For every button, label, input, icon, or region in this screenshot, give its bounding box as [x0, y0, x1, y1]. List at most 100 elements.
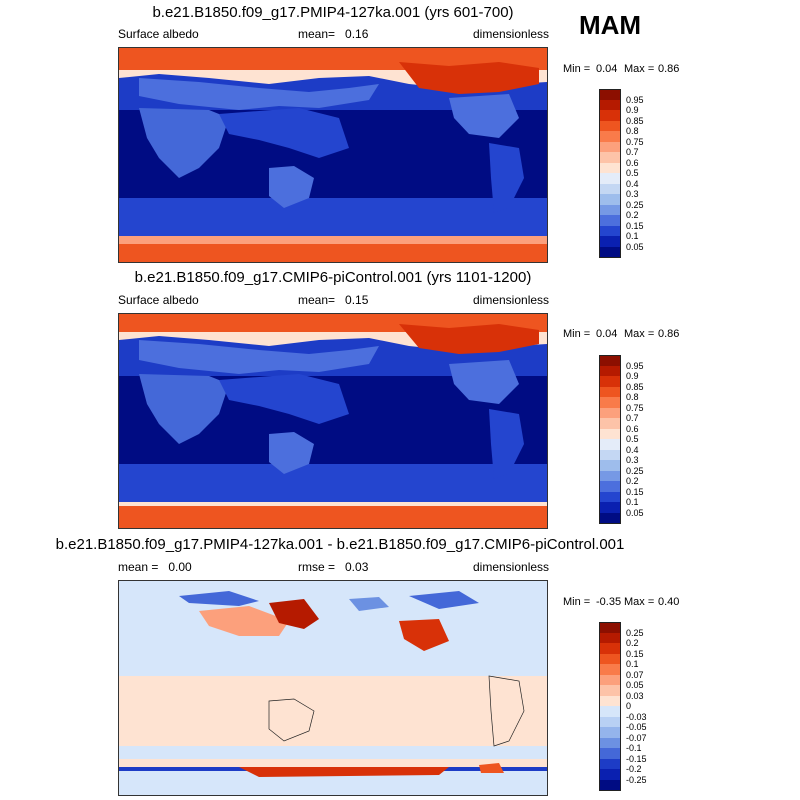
colorbar-tick-label: 0.4 — [626, 444, 639, 455]
colorbar-swatch — [599, 162, 621, 173]
map-svg — [119, 314, 547, 528]
colorbar-tick-label: 0.25 — [626, 465, 644, 476]
colorbar-tick-label: 0.03 — [626, 690, 644, 701]
colorbar-swatch — [599, 664, 621, 675]
colorbar-tick-label: 0.15 — [626, 648, 644, 659]
colorbar-tick-label: -0.2 — [626, 764, 642, 774]
variable-label: Surface albedo — [118, 27, 199, 41]
min-value: 0.04 — [596, 63, 618, 75]
colorbar-tick-label: 0.95 — [626, 94, 644, 105]
panel-title: b.e21.B1850.f09_g17.PMIP4-127ka.001 - b.… — [55, 536, 625, 553]
colorbar-tick-label: 0.85 — [626, 381, 644, 392]
colorbar-swatch — [599, 99, 621, 110]
colorbar-swatch — [599, 737, 621, 748]
colorbar-swatch — [599, 727, 621, 738]
colorbar-swatch — [599, 470, 621, 481]
colorbar-swatch — [599, 141, 621, 152]
colorbar-tick-label: 0.5 — [626, 168, 639, 178]
colorbar-swatch — [599, 748, 621, 759]
colorbar-swatch — [599, 89, 621, 101]
colorbar-tick-label: 0.25 — [626, 199, 644, 210]
colorbar-tick-label: 0.7 — [626, 147, 639, 157]
colorbar-swatch — [599, 215, 621, 226]
colorbar-tick-label: 0.15 — [626, 220, 644, 231]
colorbar-swatch — [599, 246, 621, 258]
colorbar-swatch — [599, 758, 621, 769]
season-label: MAM — [579, 10, 642, 40]
rmse-label: rmse = 0.03 — [298, 560, 369, 574]
colorbar-tick-label: 0.2 — [626, 476, 639, 486]
colorbar-tick-label: 0.05 — [626, 241, 644, 252]
colorbar-swatch — [599, 779, 621, 791]
colorbar-swatch — [599, 418, 621, 429]
colorbar-tick-label: -0.15 — [626, 753, 647, 764]
min-label: Min = — [563, 63, 591, 75]
colorbar-swatch — [599, 460, 621, 471]
colorbar-swatch — [599, 407, 621, 418]
colorbar-tick-label: 0.75 — [626, 136, 644, 147]
colorbar-tick-label: 0.05 — [626, 507, 644, 518]
colorbar-swatch — [599, 622, 621, 634]
colorbar-swatch — [599, 225, 621, 236]
colorbar-tick-label: 0.05 — [626, 680, 644, 690]
colorbar-tick-label: -0.07 — [626, 732, 647, 743]
colorbar-tick-label: 0.1 — [626, 497, 639, 507]
colorbar-tick-label: 0.6 — [626, 157, 639, 168]
colorbar-swatch — [599, 502, 621, 513]
colorbar-swatch — [599, 152, 621, 163]
colorbar-tick-label: 0.85 — [626, 115, 644, 126]
units-label: dimensionless — [473, 27, 550, 41]
albedo-map — [118, 313, 548, 529]
colorbar: 0.95 0.9 0.85 0.8 0.75 0.7 0.6 0.5 0.4 0.3 0.25 0.2… — [599, 355, 669, 524]
colorbar-tick-label: 0.15 — [626, 486, 644, 497]
min-value: -0.35 — [596, 596, 622, 608]
map-svg — [119, 581, 547, 795]
colorbar-swatch — [599, 481, 621, 492]
colorbar-swatch — [599, 194, 621, 205]
colorbar-tick-label: 0 — [626, 701, 632, 711]
colorbar-tick-label: 0.25 — [626, 627, 644, 638]
colorbar-swatch — [599, 204, 621, 215]
min-value: 0.04 — [596, 328, 618, 340]
colorbar-swatch — [599, 653, 621, 664]
colorbar-tick-label: 0.9 — [626, 371, 639, 381]
colorbar-swatch — [599, 386, 621, 397]
colorbar-swatch — [599, 769, 621, 780]
mean-label: mean = 0.00 — [118, 560, 192, 574]
colorbar-tick-label: 0.1 — [626, 231, 639, 241]
colorbar-swatch — [599, 449, 621, 460]
colorbar-swatch — [599, 716, 621, 727]
colorbar-tick-label: 0.95 — [626, 360, 644, 371]
panel-title: b.e21.B1850.f09_g17.CMIP6-piControl.001 … — [134, 269, 532, 286]
map-svg — [119, 48, 547, 262]
min-label: Min = — [563, 328, 591, 340]
colorbar-swatch — [599, 365, 621, 376]
variable-label: Surface albedo — [118, 293, 199, 307]
colorbar-swatch — [599, 376, 621, 387]
colorbar-tick-label: 0.5 — [626, 434, 639, 444]
max-label: Max = — [624, 596, 655, 608]
colorbar-tick-label: 0.7 — [626, 413, 639, 423]
colorbar-swatch — [599, 110, 621, 121]
max-value: 0.86 — [658, 328, 680, 340]
colorbar-tick-label: -0.05 — [626, 722, 647, 732]
units-label: dimensionless — [473, 293, 550, 307]
colorbar-tick-label: -0.25 — [626, 774, 647, 785]
colorbar-swatch — [599, 183, 621, 194]
colorbar-tick-label: 0.2 — [626, 638, 639, 648]
max-value: 0.40 — [658, 596, 680, 608]
colorbar-swatch — [599, 643, 621, 654]
difference-map — [118, 580, 548, 796]
colorbar-tick-label: -0.03 — [626, 711, 647, 722]
max-value: 0.86 — [658, 63, 680, 75]
colorbar-swatch — [599, 428, 621, 439]
albedo-map — [118, 47, 548, 263]
colorbar: 0.95 0.9 0.85 0.8 0.75 0.7 0.6 0.5 0.4 0.3 0.25 0.2… — [599, 89, 669, 258]
colorbar: 0.25 0.2 0.15 0.1 0.07 0.05 0.03 0 -0.03 -0.05 -0.… — [599, 622, 669, 791]
colorbar-tick-label: 0.3 — [626, 455, 639, 465]
colorbar-swatch — [599, 512, 621, 524]
max-label: Max = — [624, 328, 655, 340]
colorbar-swatch — [599, 491, 621, 502]
colorbar-swatch — [599, 674, 621, 685]
units-label: dimensionless — [473, 560, 550, 574]
